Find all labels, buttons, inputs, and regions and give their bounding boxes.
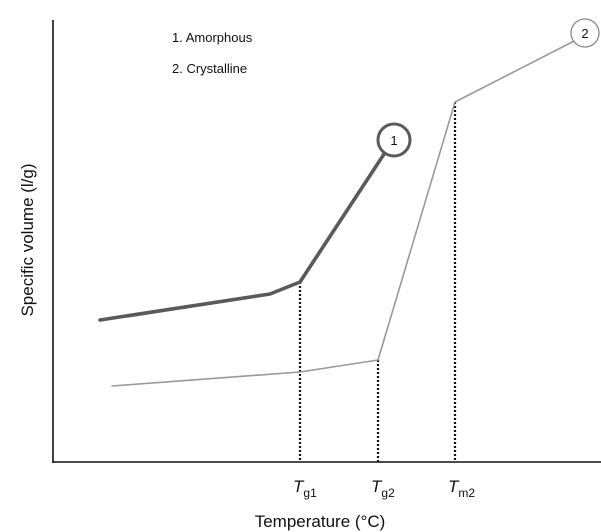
tick-label-tg2-sub: g2 xyxy=(381,486,395,500)
tick-label-tm2: Tm2 xyxy=(448,477,475,500)
legend-amorphous: 1. Amorphous xyxy=(172,30,253,45)
tick-label-tm2-sub: m2 xyxy=(458,486,475,500)
tick-label-tg1: Tg1 xyxy=(293,477,317,500)
y-axis-label: Specific volume (l/g) xyxy=(18,163,37,316)
tick-label-tg2: Tg2 xyxy=(371,477,395,500)
series-1-line xyxy=(98,143,392,322)
series-2-marker xyxy=(570,18,600,48)
tick-label-tg1-sub: g1 xyxy=(303,486,317,500)
series-1-marker xyxy=(376,122,412,158)
series-2-line xyxy=(111,37,581,387)
chart-marks: 1 2 Tg1 Tg2 Tm2 xyxy=(98,18,600,500)
x-axis-label: Temperature (°C) xyxy=(255,512,386,531)
legend-crystalline: 2. Crystalline xyxy=(172,61,247,76)
series-2-marker-label: 2 xyxy=(581,26,588,41)
series-1-marker-label: 1 xyxy=(390,133,397,148)
